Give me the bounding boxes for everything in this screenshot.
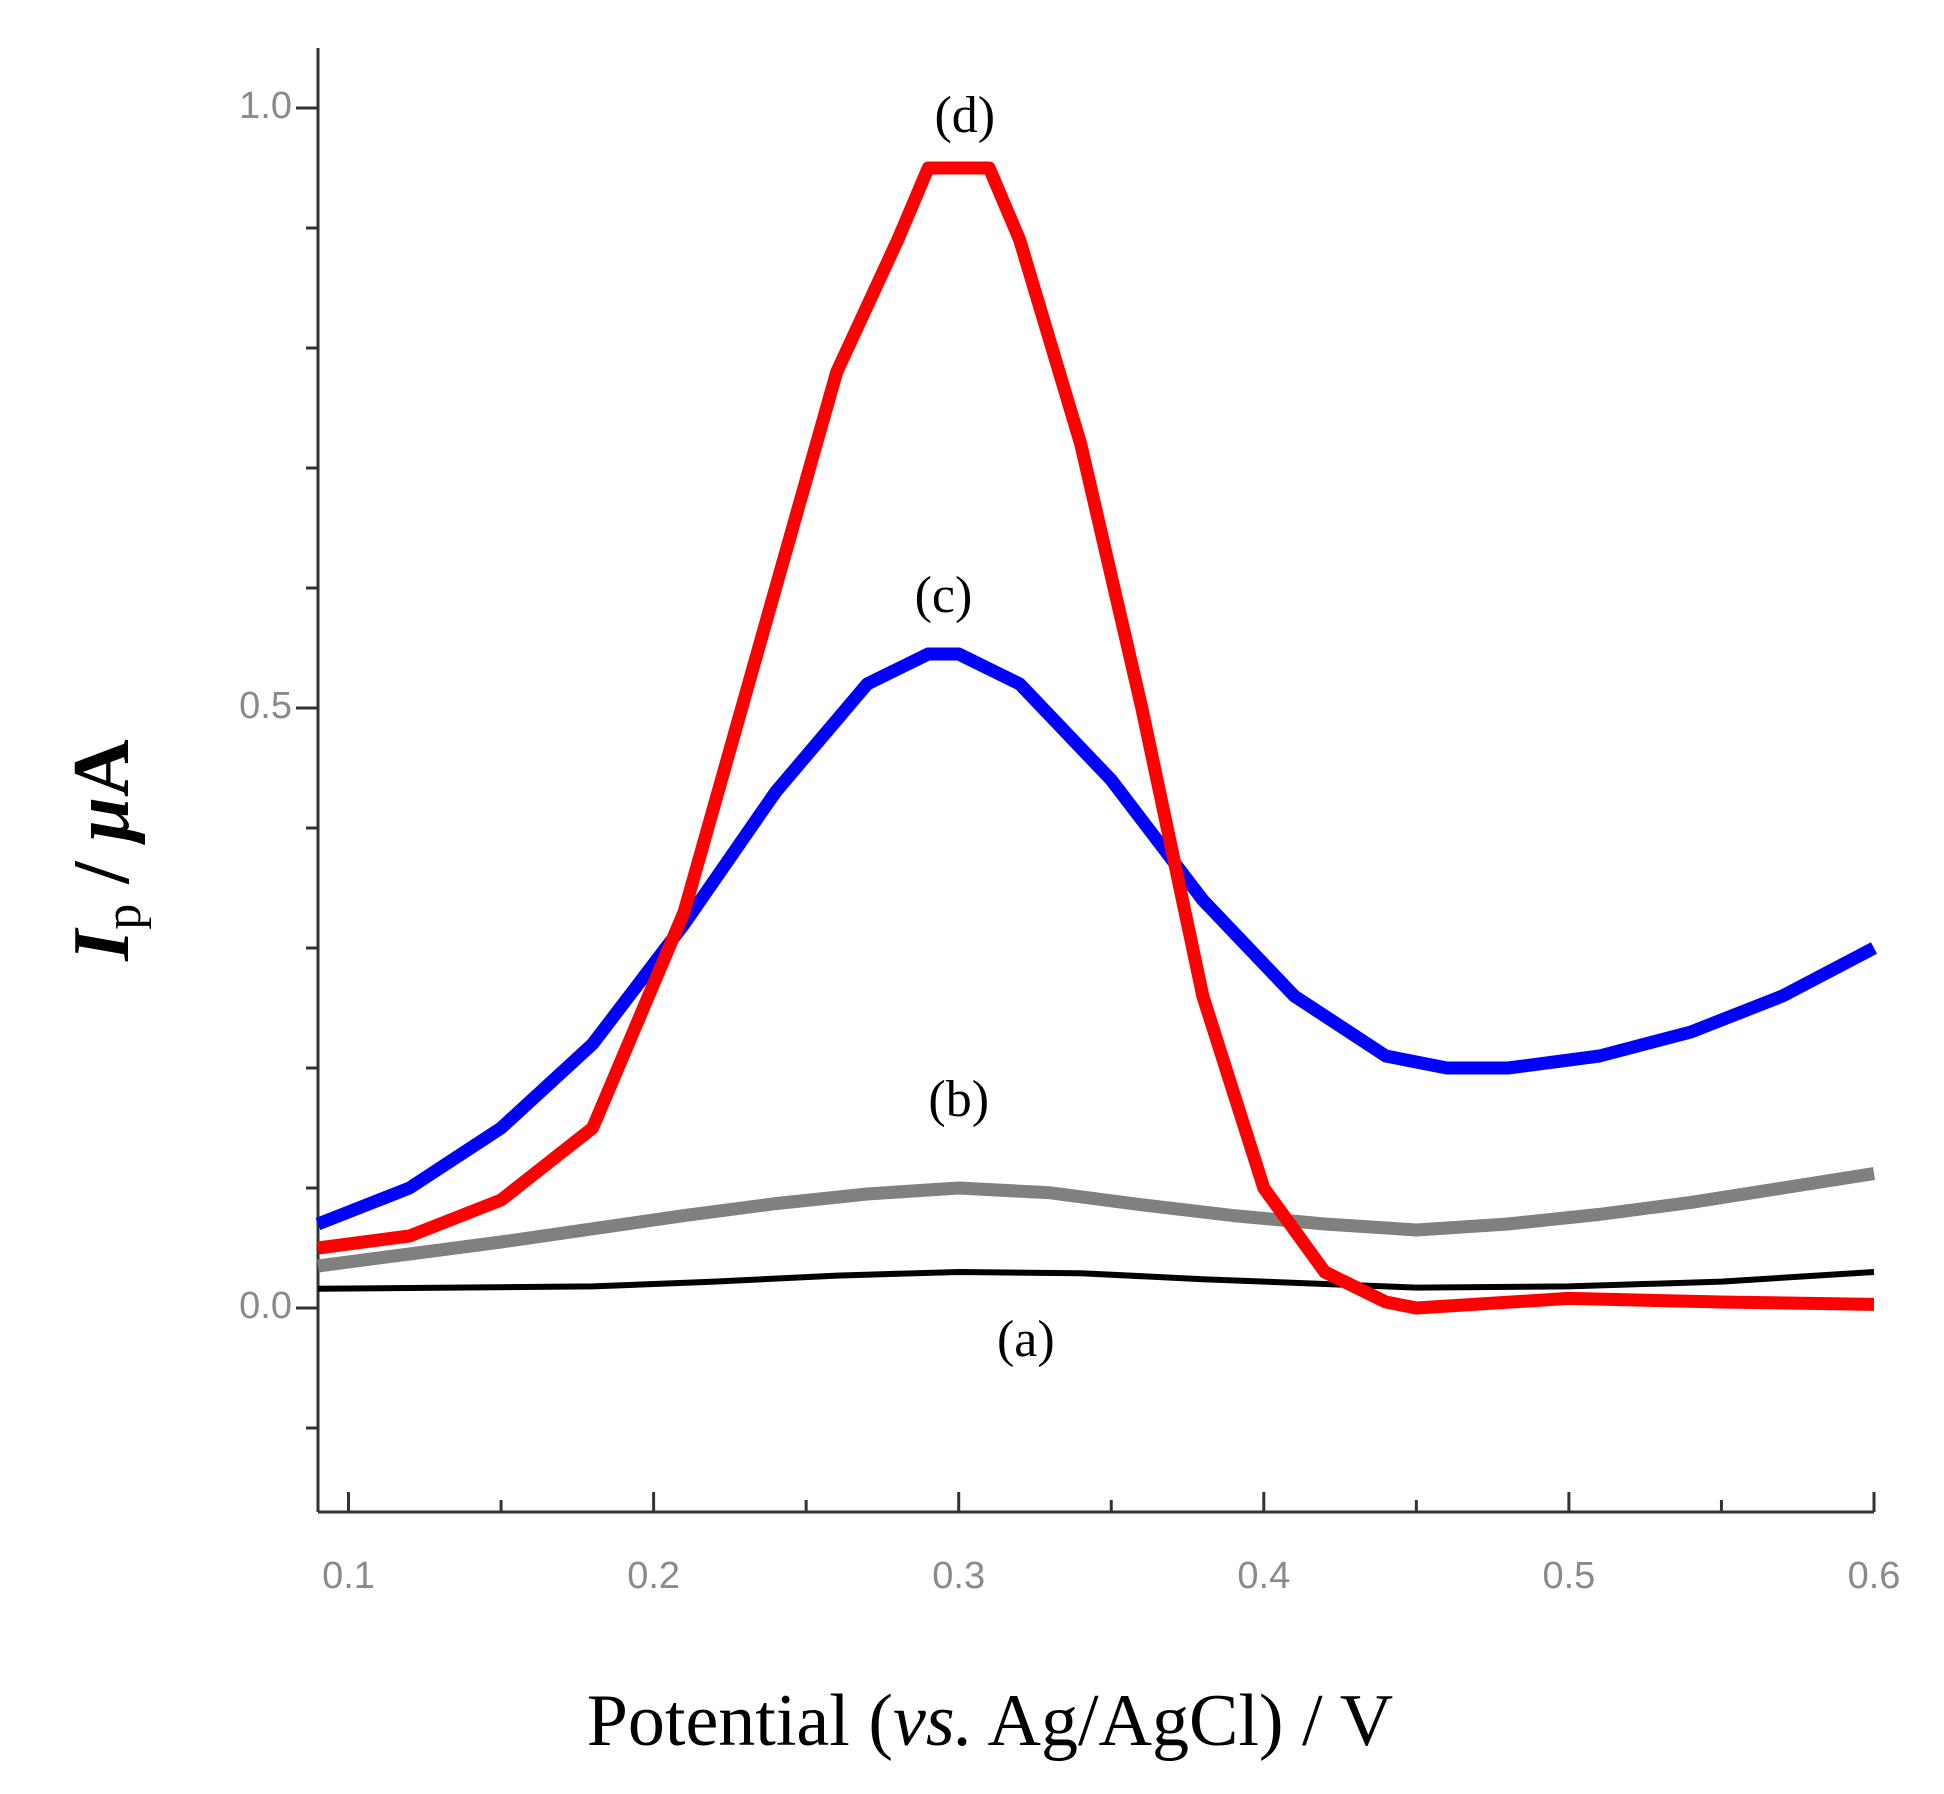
- series-line-d: [317, 161, 1875, 1315]
- labels-layer: 0.1 0.2 0.3 0.4 0.5 0.6 0.0 0.5 1.0 (a) (b) (c) (d): [239, 85, 1900, 1597]
- y-axis-title-main: I: [58, 927, 146, 962]
- x-axis-title-suffix: Ag/AgCl) / V: [973, 1680, 1393, 1762]
- x-tick-label: 0.3: [932, 1555, 985, 1597]
- y-axis-title-mu: μ: [58, 797, 146, 846]
- x-tick-label: 0.2: [627, 1555, 680, 1597]
- y-tick-label: 0.5: [239, 685, 292, 727]
- curve-label-d: (d): [934, 87, 995, 144]
- series-line-a: [317, 1269, 1875, 1292]
- x-tick-label: 0.6: [1848, 1555, 1901, 1597]
- y-tick-label: 0.0: [239, 1285, 292, 1327]
- x-tick-label: 0.1: [322, 1555, 375, 1597]
- y-tick-label: 1.0: [239, 85, 292, 127]
- x-axis-title-prefix: Potential (: [587, 1680, 893, 1762]
- x-tick-label: 0.5: [1542, 1555, 1595, 1597]
- x-axis-title: Potential (vs. Ag/AgCl) / V: [587, 1680, 1393, 1762]
- curve-label-b: (b): [928, 1071, 989, 1128]
- curve-label-a: (a): [997, 1311, 1055, 1368]
- y-axis-title-slash: /: [58, 841, 146, 903]
- y-axis-title-sub: p: [95, 904, 152, 930]
- y-axis-title-unit: A: [58, 739, 146, 797]
- x-tick-label: 0.4: [1237, 1555, 1290, 1597]
- series-line-c: [315, 647, 1878, 1231]
- x-axis-title-italic: vs.: [893, 1680, 973, 1762]
- y-axis-title: Ip / μA: [58, 739, 152, 962]
- axes-layer: [296, 48, 1876, 1514]
- curve-label-c: (c): [915, 567, 973, 624]
- series-layer: [315, 161, 1878, 1315]
- series-line-b: [317, 1167, 1876, 1273]
